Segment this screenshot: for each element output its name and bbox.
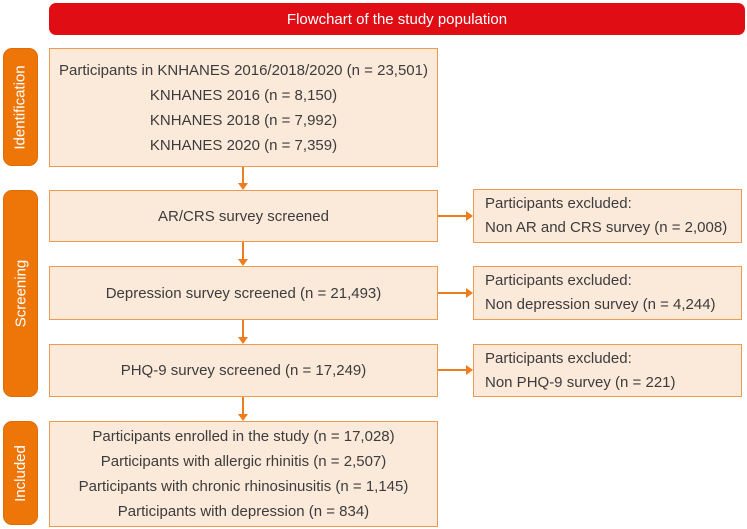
arrow-down-icon [238,320,248,344]
box-ar-crs-screened: AR/CRS survey screened [49,190,438,242]
box-line: Non PHQ-9 survey (n = 221) [485,373,676,391]
box-line: KNHANES 2018 (n = 7,992) [149,111,338,129]
box-excluded-ar-crs: Participants excluded: Non AR and CRS su… [473,189,742,243]
arrow-right-icon [438,365,473,375]
box-line: Participants enrolled in the study (n = … [92,428,395,445]
arrow-right-icon [438,211,473,221]
box-included-enrolled: Participants enrolled in the study (n = … [49,421,438,527]
stage-label-identification: Identification [3,48,38,166]
stage-label-text: Included [12,444,29,502]
figure-title-banner: Flowchart of the study population [49,3,745,35]
box-line: Participants in KNHANES 2016/2018/2020 (… [59,61,428,79]
box-line: Participants with depression (n = 834) [117,503,370,520]
stage-label-included: Included [3,421,38,525]
box-depression-screened: Depression survey screened (n = 21,493) [49,266,438,320]
box-line: Non AR and CRS survey (n = 2,008) [485,219,728,236]
box-line: KNHANES 2016 (n = 8,150) [149,86,338,104]
arrow-down-icon [238,167,248,190]
box-identification-knhanes: Participants in KNHANES 2016/2018/2020 (… [49,48,438,167]
arrow-right-icon [438,288,473,298]
arrow-down-icon [238,397,248,421]
box-line: Participants excluded: [485,272,632,289]
box-line: Non depression survey (n = 4,244) [485,296,716,313]
box-line: AR/CRS survey screened [158,207,329,225]
box-line: Participants with allergic rhinitis (n =… [100,453,387,470]
box-line: Participants with chronic rhinosinusitis… [78,478,409,495]
box-line: KNHANES 2020 (n = 7,359) [149,136,338,154]
stage-label-screening: Screening [3,190,38,397]
box-phq9-screened: PHQ-9 survey screened (n = 17,249) [49,344,438,397]
stage-label-text: Screening [12,259,30,328]
box-line: Participants excluded: [485,349,632,367]
box-line: Depression survey screened (n = 21,493) [105,284,382,302]
box-excluded-depression: Participants excluded: Non depression su… [473,266,742,320]
stage-label-text: Identification [12,64,30,150]
box-excluded-phq9: Participants excluded: Non PHQ-9 survey … [473,344,742,397]
box-line: PHQ-9 survey screened (n = 17,249) [120,362,367,379]
box-line: Participants excluded: [485,195,632,212]
figure-title: Flowchart of the study population [286,10,508,28]
arrow-down-icon [238,242,248,266]
